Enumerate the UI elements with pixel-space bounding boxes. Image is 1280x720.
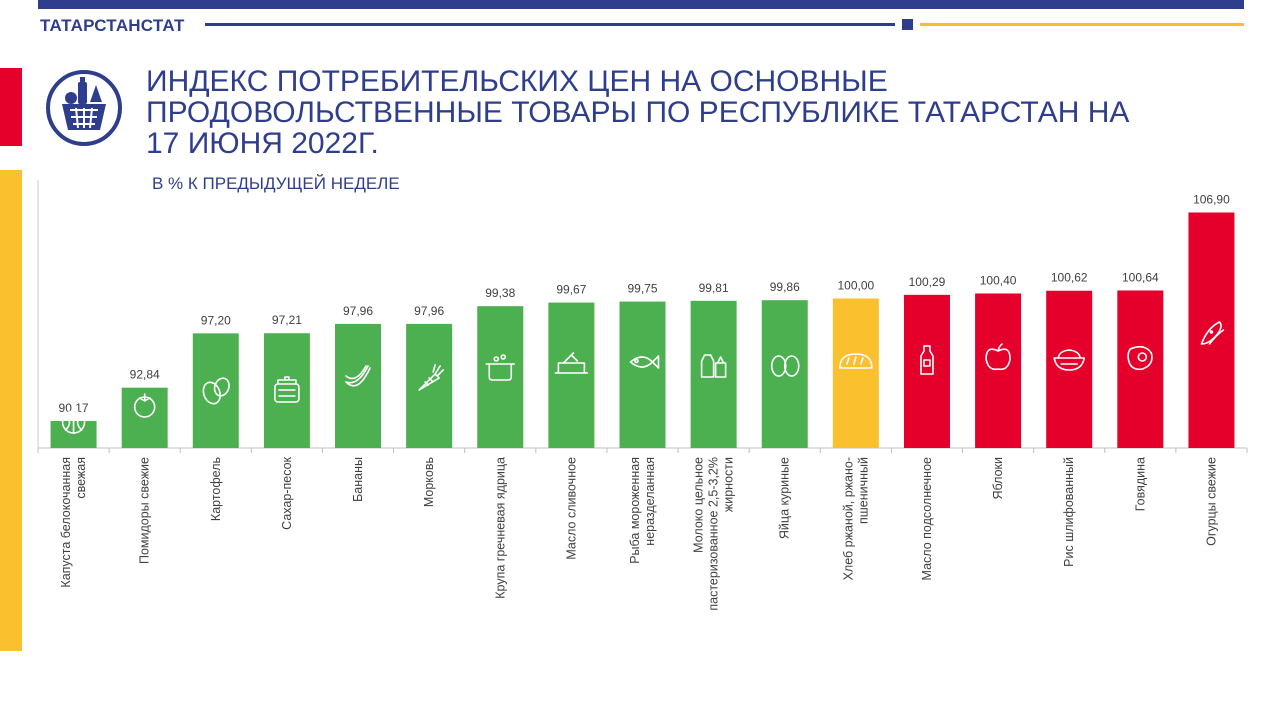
x-tick-label-line: пастеризованное 2,5-3,2% bbox=[707, 457, 721, 611]
x-tick-label-10: Молоко цельноепастеризованное 2,5-3,2%жи… bbox=[692, 457, 736, 611]
x-tick-label-line: Рис шлифованный bbox=[1062, 457, 1076, 567]
oil-bottle-icon bbox=[920, 345, 934, 375]
beef-steak-icon bbox=[1127, 345, 1153, 371]
x-tick-label-line: Молоко цельное bbox=[692, 457, 706, 553]
data-label-5: 97,96 bbox=[343, 304, 373, 318]
milk-bottles-icon bbox=[700, 354, 727, 378]
bar-13 bbox=[903, 294, 950, 448]
x-tick-label-15: Рис шлифованный bbox=[1062, 457, 1076, 567]
x-tick-label-17: Огурцы свежие bbox=[1204, 457, 1218, 546]
x-tick-label-line: жирности bbox=[722, 457, 736, 512]
data-label-10: 99,81 bbox=[699, 281, 729, 295]
sugar-jar-icon bbox=[274, 376, 300, 403]
x-tick-label-line: Бананы bbox=[351, 457, 365, 502]
fish-icon bbox=[629, 355, 660, 369]
side-accent-red bbox=[0, 68, 22, 146]
x-tick-label-line: Яйца куриные bbox=[778, 457, 792, 539]
x-tick-label-line: Крупа гречневая ядрица bbox=[493, 457, 507, 599]
x-tick-label-5: Бананы bbox=[351, 457, 365, 502]
grocery-basket-icon bbox=[44, 68, 124, 148]
x-tick-label-14: Яблоки bbox=[991, 457, 1005, 499]
header-rule-blue bbox=[205, 23, 895, 26]
x-tick-label-3: Картофель bbox=[209, 457, 223, 521]
bar-8 bbox=[548, 302, 595, 448]
data-label-8: 99,67 bbox=[556, 283, 586, 297]
x-tick-label-line: Рыба мороженная bbox=[628, 457, 642, 564]
x-tick-label-line: Масло подсолнечное bbox=[920, 457, 934, 581]
x-tick-label-13: Масло подсолнечное bbox=[920, 457, 934, 581]
data-label-14: 100,40 bbox=[980, 273, 1017, 287]
bar-12 bbox=[832, 298, 879, 448]
banana-icon bbox=[345, 365, 371, 387]
buckwheat-pot-icon bbox=[485, 354, 516, 381]
data-label-3: 97,20 bbox=[201, 313, 231, 327]
x-tick-label-6: Морковь bbox=[422, 457, 436, 507]
data-label-13: 100,29 bbox=[909, 275, 946, 289]
header-rule-yellow bbox=[920, 23, 1244, 26]
data-label-11: 99,86 bbox=[770, 280, 800, 294]
x-tick-label-line: Морковь bbox=[422, 457, 436, 507]
data-label-6: 97,96 bbox=[414, 304, 444, 318]
x-tick-label-line: Капуста белокочанная bbox=[59, 457, 73, 588]
eggs-icon bbox=[770, 355, 800, 377]
data-label-16: 100,64 bbox=[1122, 270, 1159, 284]
x-tick-label-line: неразделанная bbox=[643, 457, 657, 546]
data-label-4: 97,21 bbox=[272, 313, 302, 327]
tomato-icon bbox=[133, 393, 156, 418]
x-tick-label-7: Крупа гречневая ядрица bbox=[493, 457, 507, 599]
page-title: ИНДЕКС ПОТРЕБИТЕЛЬСКИХ ЦЕН НА ОСНОВНЫЕ П… bbox=[146, 65, 1130, 160]
chart-subtitle: В % К ПРЕДЫДУЩЕЙ НЕДЕЛЕ bbox=[152, 174, 400, 193]
bar-9 bbox=[619, 301, 666, 448]
x-tick-label-line: Хлеб ржаной, ржано- bbox=[841, 457, 855, 580]
x-tick-label-16: Говядина bbox=[1133, 457, 1147, 511]
bar-6 bbox=[406, 323, 453, 448]
x-tick-label-line: Масло сливочное bbox=[564, 457, 578, 560]
side-accent-yellow bbox=[0, 170, 22, 651]
x-tick-label-9: Рыба мороженнаянеразделанная bbox=[628, 457, 657, 564]
x-tick-label-11: Яйца куриные bbox=[778, 457, 792, 539]
bar-14 bbox=[975, 293, 1022, 448]
data-label-9: 99,75 bbox=[627, 282, 657, 296]
x-tick-label-line: Говядина bbox=[1133, 457, 1147, 511]
potato-icon bbox=[202, 377, 230, 405]
bar-5 bbox=[335, 323, 382, 448]
x-tick-label-line: Яблоки bbox=[991, 457, 1005, 499]
cabbage-icon bbox=[61, 410, 86, 434]
x-tick-label-8: Масло сливочное bbox=[564, 457, 578, 560]
rice-bowl-icon bbox=[1053, 349, 1086, 371]
data-label-7: 99,38 bbox=[485, 286, 515, 300]
bar-7 bbox=[477, 306, 524, 448]
data-label-15: 100,62 bbox=[1051, 271, 1088, 285]
x-tick-label-line: Сахар-песок bbox=[280, 456, 294, 529]
x-tick-label-line: пшеничный bbox=[856, 457, 870, 524]
butter-dish-icon bbox=[554, 352, 589, 374]
x-tick-label-4: Сахар-песок bbox=[280, 456, 294, 529]
x-tick-label-1: Капуста белокочаннаясвежая bbox=[59, 457, 88, 588]
cucumber-icon bbox=[1200, 321, 1225, 345]
org-name: ТАТАРСТАНСТАТ bbox=[40, 16, 185, 35]
carrot-icon bbox=[418, 364, 444, 391]
header-rule-square bbox=[902, 19, 913, 30]
apple-icon bbox=[985, 343, 1011, 371]
bar-11 bbox=[761, 300, 808, 448]
data-label-2: 92,84 bbox=[130, 368, 160, 382]
x-tick-label-12: Хлеб ржаной, ржано-пшеничный bbox=[841, 457, 870, 580]
bread-icon bbox=[839, 353, 873, 369]
x-tick-label-line: свежая bbox=[74, 457, 88, 499]
bar-3 bbox=[192, 333, 239, 448]
data-label-17: 106,90 bbox=[1193, 192, 1230, 206]
x-tick-label-line: Огурцы свежие bbox=[1204, 457, 1218, 546]
x-tick-label-line: Помидоры свежие bbox=[138, 457, 152, 564]
x-tick-label-line: Картофель bbox=[209, 457, 223, 521]
x-tick-label-2: Помидоры свежие bbox=[138, 457, 152, 564]
data-label-1: 90,17 bbox=[59, 401, 89, 415]
top-color-band bbox=[38, 0, 1244, 9]
data-label-12: 100,00 bbox=[838, 278, 875, 292]
